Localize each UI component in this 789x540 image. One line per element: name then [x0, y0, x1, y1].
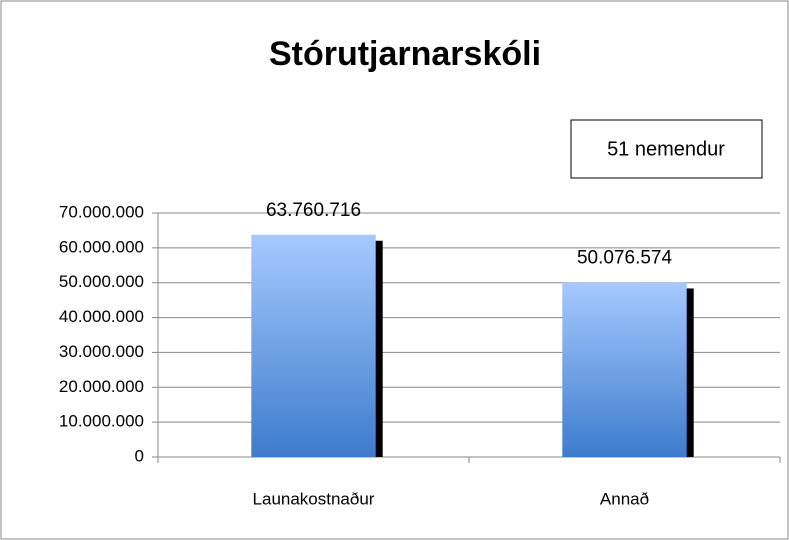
bar: [251, 234, 376, 457]
annotation: 51 nemendur: [607, 138, 725, 160]
x-tick-label: Annað: [600, 489, 649, 508]
y-tick-label: 30.000.000: [59, 342, 144, 361]
y-tick-label: 0: [135, 446, 144, 465]
annotation-box: [570, 119, 763, 179]
value-label: 63.760.716: [266, 200, 361, 221]
x-tick-label: Launakostnaður: [253, 489, 375, 508]
bar: [562, 282, 687, 457]
chart-title: Stórutjarnarskóli: [269, 35, 541, 73]
y-tick-label: 20.000.000: [59, 377, 144, 396]
y-tick-label: 60.000.000: [59, 237, 144, 256]
y-tick-label: 40.000.000: [59, 307, 144, 326]
y-tick-label: 10.000.000: [59, 412, 144, 431]
y-tick-label: 70.000.000: [59, 202, 144, 221]
y-tick-label: 50.000.000: [59, 272, 144, 291]
value-label: 50.076.574: [577, 247, 673, 268]
